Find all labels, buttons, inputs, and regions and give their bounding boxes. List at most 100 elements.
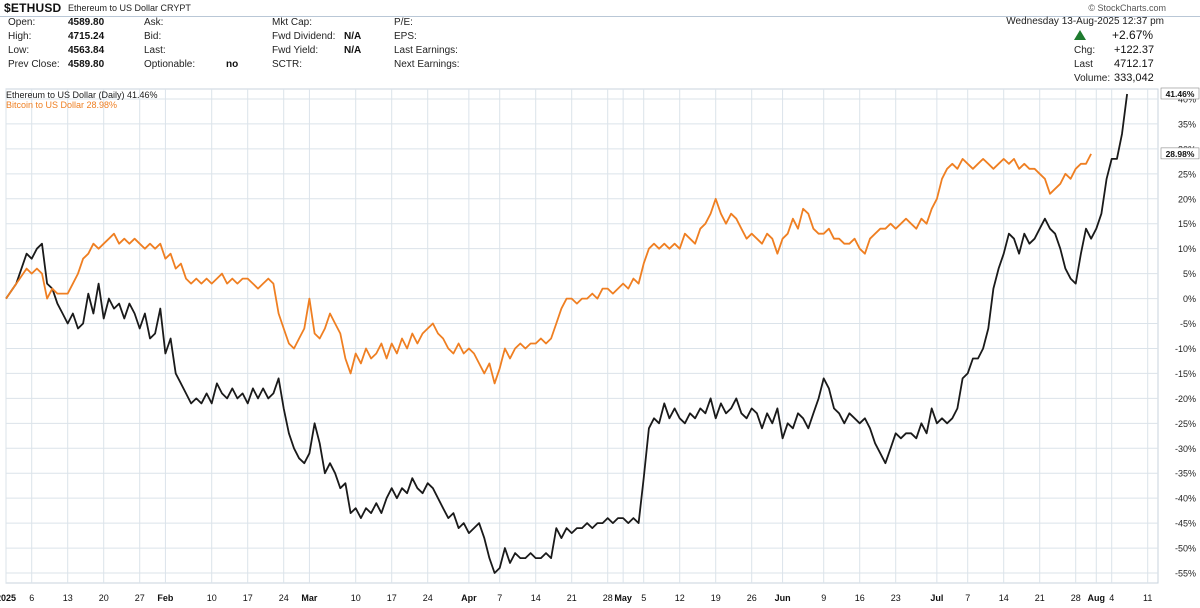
pe-label: P/E: (394, 17, 413, 28)
x-tick-label: 24 (279, 593, 289, 603)
symbol-label: $ETHUSD (4, 1, 62, 15)
fwd-yield-label: Fwd Yield: (272, 45, 319, 56)
low-value: 4563.84 (68, 45, 105, 56)
y-tick-label: -55% (1175, 569, 1196, 579)
x-axis: 20256132027Feb101724Mar101724Apr7142128M… (0, 593, 1152, 603)
x-tick-label: Feb (157, 593, 174, 603)
x-tick-label: Mar (301, 593, 318, 603)
date-time: Wednesday 13-Aug-2025 12:37 pm (1006, 16, 1164, 27)
prev-close-value: 4589.80 (68, 59, 105, 70)
high-value: 4715.24 (68, 31, 105, 42)
y-tick-label: 10% (1178, 244, 1196, 254)
eth-line (5, 93, 1128, 574)
change-label: Chg: (1074, 45, 1096, 56)
x-tick-label: May (614, 593, 632, 603)
y-tick-label: -40% (1175, 494, 1196, 504)
x-tick-label: 7 (497, 593, 502, 603)
x-tick-label: 19 (711, 593, 721, 603)
y-tick-label: 40% (1178, 94, 1196, 104)
x-tick-label: 17 (387, 593, 397, 603)
y-tick-label: -30% (1175, 444, 1196, 454)
y-tick-label: -35% (1175, 469, 1196, 479)
x-tick-label: 26 (747, 593, 757, 603)
bid-label: Bid: (144, 31, 162, 42)
fwd-dividend-value: N/A (344, 31, 362, 42)
y-tick-label: 15% (1178, 219, 1196, 229)
volume-value: 333,042 (1114, 72, 1154, 84)
x-tick-label: Apr (461, 593, 477, 603)
x-tick-label: 21 (1035, 593, 1045, 603)
x-tick-label: 7 (965, 593, 970, 603)
sctr-label: SCTR: (272, 59, 302, 70)
y-tick-label: -20% (1175, 394, 1196, 404)
mkt-cap-label: Mkt Cap: (272, 17, 313, 28)
plot-frame (5, 88, 1159, 584)
series-lines (5, 93, 1128, 574)
x-tick-label: 28 (1071, 593, 1081, 603)
x-tick-label: Jul (930, 593, 943, 603)
x-tick-label: Jun (775, 593, 791, 603)
x-tick-label: 24 (423, 593, 433, 603)
x-tick-label: 12 (675, 593, 685, 603)
y-tick-label: 35% (1178, 119, 1196, 129)
x-tick-label: 2025 (0, 593, 16, 603)
next-earnings-label: Next Earnings: (394, 59, 460, 70)
x-tick-label: 13 (63, 593, 73, 603)
y-tick-label: 25% (1178, 169, 1196, 179)
high-label: High: (8, 31, 32, 42)
x-tick-label: 23 (891, 593, 901, 603)
x-tick-label: 20 (99, 593, 109, 603)
title-bar: $ETHUSD Ethereum to US Dollar CRYPT © St… (0, 0, 1200, 17)
y-tick-label: -5% (1180, 319, 1196, 329)
x-tick-label: 21 (567, 593, 577, 603)
end-label-box (1160, 87, 1200, 100)
quote-panel: Open: 4589.80 High: 4715.24 Low: 4563.84… (0, 16, 1200, 87)
x-tick-label: 5 (641, 593, 646, 603)
legend-btc: Bitcoin to US Dollar 28.98% (6, 100, 117, 110)
x-tick-label: Aug (1088, 593, 1106, 603)
x-tick-label: 16 (855, 593, 865, 603)
y-axis: 40%35%30%25%20%15%10%5%0%-5%-10%-15%-20%… (1175, 94, 1196, 578)
fwd-yield-value: N/A (344, 45, 362, 56)
source-logo: © StockCharts.com (1088, 3, 1166, 13)
x-tick-label: 10 (351, 593, 361, 603)
x-tick-label: 14 (999, 593, 1009, 603)
end-value-label: 28.98% (1166, 149, 1195, 159)
ask-label: Ask: (144, 17, 164, 28)
prev-close-label: Prev Close: (8, 59, 60, 70)
open-value: 4589.80 (68, 17, 105, 28)
y-tick-label: -10% (1175, 344, 1196, 354)
change-value: +122.37 (1114, 44, 1155, 56)
y-tick-label: -15% (1175, 369, 1196, 379)
y-tick-label: 0% (1183, 294, 1196, 304)
x-tick-label: 28 (603, 593, 613, 603)
low-label: Low: (8, 45, 30, 56)
y-tick-label: 5% (1183, 269, 1196, 279)
btc-line (5, 153, 1092, 385)
end-labels: 41.46% 28.98% (1160, 87, 1200, 160)
optionable-label: Optionable: (144, 59, 196, 70)
end-value-label: 41.46% (1166, 89, 1195, 99)
up-arrow-icon (1074, 30, 1086, 40)
eps-label: EPS: (394, 31, 417, 42)
change-percent: +2.67% (1112, 28, 1154, 42)
open-label: Open: (8, 17, 36, 28)
x-tick-label: 6 (29, 593, 34, 603)
x-tick-label: 11 (1143, 593, 1152, 603)
comparison-chart: 40%35%30%25%20%15%10%5%0%-5%-10%-15%-20%… (0, 87, 1200, 603)
y-tick-label: -50% (1175, 544, 1196, 554)
x-tick-label: 10 (207, 593, 217, 603)
last-earnings-label: Last Earnings: (394, 45, 458, 56)
end-label-box (1160, 147, 1200, 160)
y-tick-label: -45% (1175, 519, 1196, 529)
x-tick-label: 9 (821, 593, 826, 603)
legend-eth: Ethereum to US Dollar (Daily) 41.46% (6, 90, 158, 100)
x-tick-label: 4 (1109, 593, 1114, 603)
x-tick-label: 14 (531, 593, 541, 603)
symbol-description: Ethereum to US Dollar CRYPT (68, 3, 191, 13)
y-tick-label: 20% (1178, 194, 1196, 204)
grid (5, 87, 1159, 584)
fwd-dividend-label: Fwd Dividend: (272, 31, 336, 42)
last-price-value: 4712.17 (1114, 58, 1154, 70)
